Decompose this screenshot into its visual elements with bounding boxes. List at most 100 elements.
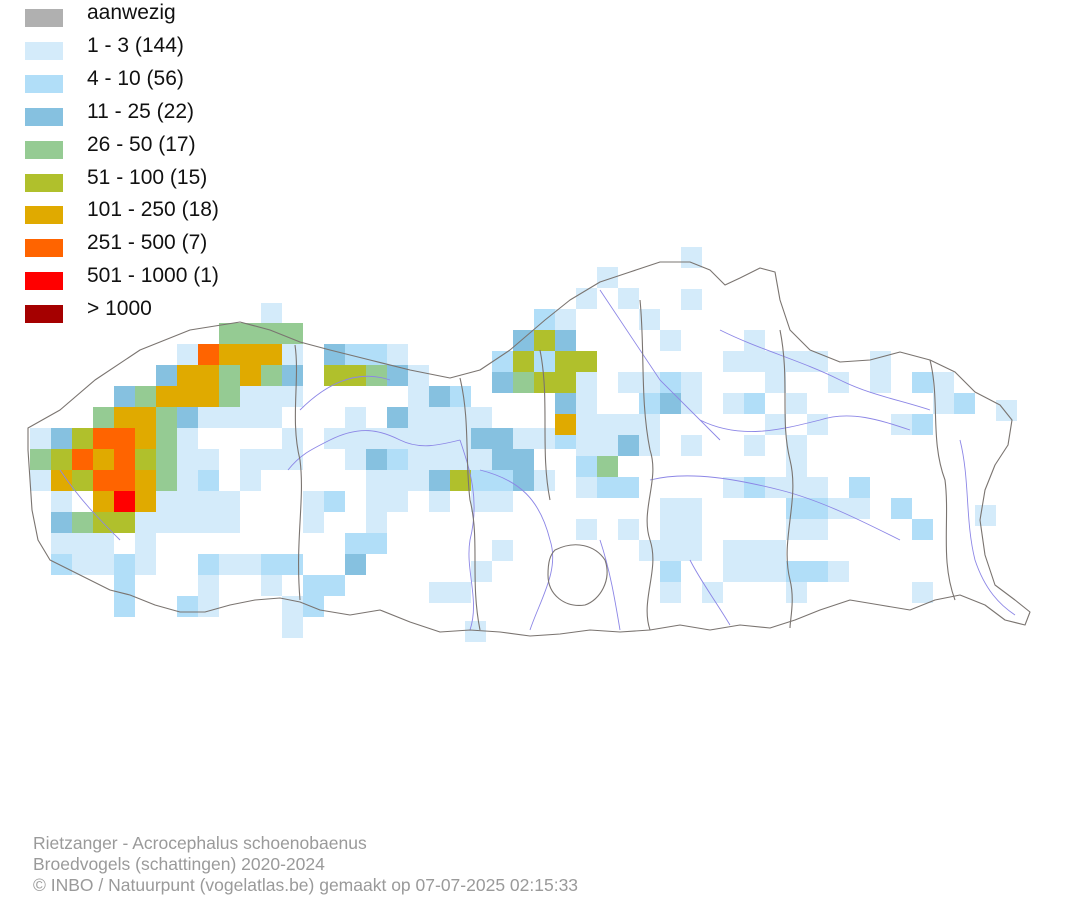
grid-cell (156, 491, 177, 512)
legend-swatch (25, 9, 63, 27)
grid-cell (576, 351, 597, 372)
credits-text: © INBO / Natuurpunt (vogelatlas.be) gema… (33, 875, 579, 895)
border-province-1 (294, 344, 302, 601)
grid-cell (177, 344, 198, 365)
grid-cell (429, 449, 450, 470)
grid-cell (198, 470, 219, 491)
grid-cell (807, 351, 828, 372)
grid-cell (219, 491, 240, 512)
dataset-subtitle: Broedvogels (schattingen) 2020-2024 (33, 854, 325, 874)
grid-cell (513, 351, 534, 372)
river-kanaal-gent (299, 375, 391, 411)
grid-cell (135, 386, 156, 407)
grid-cell (471, 407, 492, 428)
grid-cell (177, 596, 198, 617)
grid-cell (576, 519, 597, 540)
grid-cell (576, 477, 597, 498)
border-province-5 (539, 349, 551, 501)
grid-cell (849, 477, 870, 498)
grid-cell (345, 533, 366, 554)
grid-cell (345, 407, 366, 428)
grid-cell (639, 309, 660, 330)
grid-cell (660, 582, 681, 603)
grid-cell (450, 470, 471, 491)
grid-cell (534, 428, 555, 449)
grid-cell (366, 512, 387, 533)
legend-swatch (25, 305, 63, 324)
grid-cell (30, 428, 51, 449)
grid-cell (744, 540, 765, 561)
grid-cell (156, 470, 177, 491)
grid-cell (135, 470, 156, 491)
grid-cell (72, 554, 93, 575)
grid-cell (219, 386, 240, 407)
grid-cell (660, 372, 681, 393)
grid-cell (387, 344, 408, 365)
grid-cell (240, 323, 261, 344)
grid-cell (723, 393, 744, 414)
grid-cell (135, 428, 156, 449)
grid-cell (744, 435, 765, 456)
grid-cell (786, 561, 807, 582)
grid-cell (345, 344, 366, 365)
grid-cell (114, 554, 135, 575)
grid-cell (471, 428, 492, 449)
grid-cell (576, 288, 597, 309)
border-limburg (929, 359, 956, 601)
grid-cell (387, 407, 408, 428)
grid-cell (198, 365, 219, 386)
legend-label: > 1000 (87, 297, 152, 321)
grid-cell (702, 582, 723, 603)
grid-cell (639, 393, 660, 414)
grid-cell (72, 512, 93, 533)
grid-cell (198, 554, 219, 575)
grid-cell (408, 470, 429, 491)
grid-cell (912, 582, 933, 603)
grid-cell (345, 428, 366, 449)
grid-cell (807, 498, 828, 519)
grid-cell (807, 414, 828, 435)
grid-cell (996, 400, 1017, 421)
grid-cell (513, 330, 534, 351)
legend-label: aanwezig (87, 1, 176, 24)
grid-cell (429, 407, 450, 428)
grid-cell (849, 498, 870, 519)
grid-cell (660, 330, 681, 351)
grid-cell (156, 365, 177, 386)
grid-cell (765, 561, 786, 582)
grid-cell (681, 393, 702, 414)
grid-cell (156, 428, 177, 449)
species-title: Rietzanger - Acrocephalus schoenobaenus (33, 833, 367, 853)
grid-cell (912, 414, 933, 435)
grid-cell (681, 372, 702, 393)
grid-cell (198, 575, 219, 596)
grid-cell (387, 365, 408, 386)
grid-cell (954, 393, 975, 414)
grid-cell (408, 386, 429, 407)
grid-cell (303, 575, 324, 596)
grid-cell (828, 561, 849, 582)
grid-cell (597, 435, 618, 456)
grid-cell (492, 470, 513, 491)
grid-cell (492, 449, 513, 470)
grid-cell (93, 554, 114, 575)
grid-cell (198, 386, 219, 407)
grid-cell (891, 414, 912, 435)
grid-cell (72, 428, 93, 449)
grid-cell (765, 372, 786, 393)
legend-label: 101 - 250 (18) (87, 198, 219, 222)
grid-cell (786, 393, 807, 414)
grid-cell (219, 512, 240, 533)
grid-cell (261, 323, 282, 344)
grid-cell (324, 344, 345, 365)
grid-cell (597, 267, 618, 288)
grid-cell (429, 582, 450, 603)
grid-cell (72, 449, 93, 470)
river-dender (479, 469, 554, 631)
grid-cell (177, 491, 198, 512)
grid-cell (618, 519, 639, 540)
grid-cell (534, 330, 555, 351)
grid-cell (114, 470, 135, 491)
